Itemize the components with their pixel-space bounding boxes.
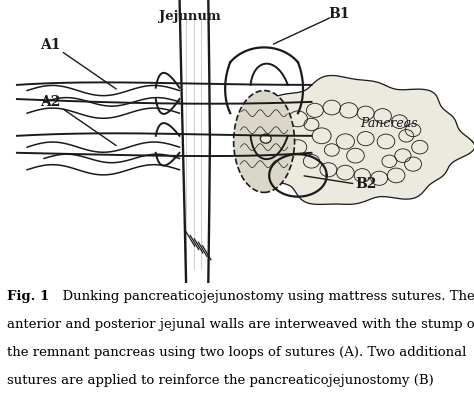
Text: anterior and posterior jejunal walls are interweaved with the stump of: anterior and posterior jejunal walls are…: [7, 318, 474, 331]
Text: B2: B2: [355, 177, 376, 191]
Circle shape: [260, 134, 271, 143]
Ellipse shape: [234, 90, 294, 193]
Text: the remnant pancreas using two loops of sutures (A). Two additional: the remnant pancreas using two loops of …: [7, 346, 466, 359]
Text: A2: A2: [41, 95, 61, 109]
Polygon shape: [246, 75, 474, 204]
Text: A1: A1: [41, 38, 61, 52]
Text: sutures are applied to reinforce the pancreaticojejunostomy (B): sutures are applied to reinforce the pan…: [7, 374, 434, 387]
Text: Pancreas: Pancreas: [361, 118, 418, 130]
Text: Dunking pancreaticojejunostomy using mattress sutures. The: Dunking pancreaticojejunostomy using mat…: [54, 290, 474, 303]
Text: Fig. 1: Fig. 1: [7, 290, 49, 303]
Text: Jejunum: Jejunum: [159, 10, 220, 23]
Text: B1: B1: [328, 7, 349, 21]
